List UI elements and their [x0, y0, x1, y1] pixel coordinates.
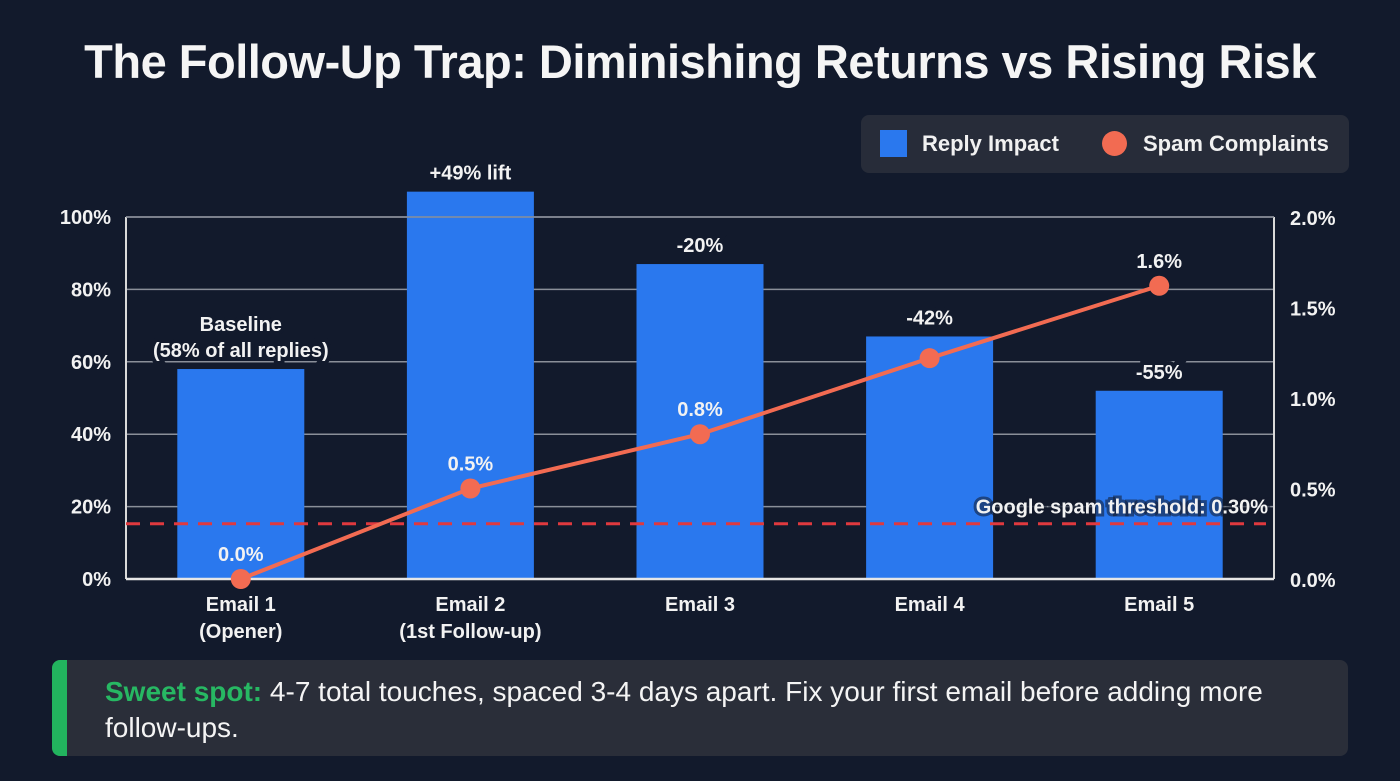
chart-title: The Follow-Up Trap: Diminishing Returns …: [84, 35, 1316, 88]
y-right-tick-label: 1.5%: [1290, 299, 1336, 321]
bar-label: -20%: [677, 235, 724, 257]
bar-2: [406, 191, 534, 579]
x-tick-label: (Opener): [199, 621, 282, 643]
spam-complaints-swatch-icon: [1102, 131, 1127, 156]
bar-label: +49% lift: [430, 163, 512, 185]
x-tick-label: Email 4: [895, 594, 966, 616]
y-left-tick-label: 60%: [71, 352, 111, 374]
legend-label-spam-complaints: Spam Complaints: [1143, 131, 1329, 156]
reply-impact-swatch-icon: [880, 130, 907, 157]
bar-label: -42%: [906, 307, 953, 329]
x-tick-label: Email 3: [665, 594, 735, 616]
bar-label: Baseline: [200, 314, 282, 336]
callout-body: 4-7 total touches, spaced 3-4 days apart…: [105, 676, 1263, 743]
bar-label: -55%: [1136, 362, 1183, 384]
x-tick-label: Email 5: [1124, 594, 1194, 616]
spam-point-label: 0.8%: [677, 399, 723, 421]
callout-highlight: Sweet spot:: [105, 676, 263, 707]
y-left-tick-label: 40%: [71, 424, 111, 446]
spam-point-4: [919, 348, 940, 369]
spam-point-2: [460, 478, 481, 499]
y-right-tick-label: 0.5%: [1290, 480, 1336, 502]
spam-threshold-label: Google spam threshold: 0.30%: [976, 497, 1269, 519]
callout-accent-bar: [52, 660, 67, 756]
spam-point-label: 1.6%: [1136, 251, 1182, 273]
bar-1: [177, 369, 305, 579]
spam-point-3: [690, 424, 710, 445]
x-tick-label: Email 2: [435, 594, 505, 616]
spam-point-label: 0.5%: [448, 454, 494, 476]
y-right-tick-label: 0.0%: [1290, 570, 1336, 592]
y-left-tick-label: 20%: [71, 497, 111, 519]
sweet-spot-callout: Sweet spot: 4-7 total touches, spaced 3-…: [52, 660, 1348, 756]
spam-point-1: [230, 569, 251, 589]
legend: Reply Impact Spam Complaints: [861, 115, 1349, 173]
bar-5: [1095, 390, 1223, 579]
y-left-tick-label: 80%: [71, 279, 111, 301]
x-tick-label: (1st Follow-up): [399, 621, 541, 643]
y-right-tick-label: 2.0%: [1290, 208, 1336, 230]
callout-text: Sweet spot: 4-7 total touches, spaced 3-…: [105, 674, 1305, 746]
chart-plot: 0% 20% 40% 60% 80% 100% 0.0% 0.5% 1.0% 1.5% 2.0% Ba…: [59, 162, 1336, 643]
bar-label: (58% of all replies): [153, 340, 329, 362]
y-right-tick-label: 1.0%: [1290, 389, 1336, 411]
y-left-tick-label: 0%: [82, 569, 111, 591]
y-left-tick-label: 100%: [60, 207, 111, 229]
legend-label-reply-impact: Reply Impact: [922, 131, 1059, 156]
spam-point-5: [1149, 275, 1170, 296]
bar-4: [866, 336, 994, 579]
x-tick-label: Email 1: [206, 594, 276, 616]
spam-point-label: 0.0%: [218, 544, 264, 566]
